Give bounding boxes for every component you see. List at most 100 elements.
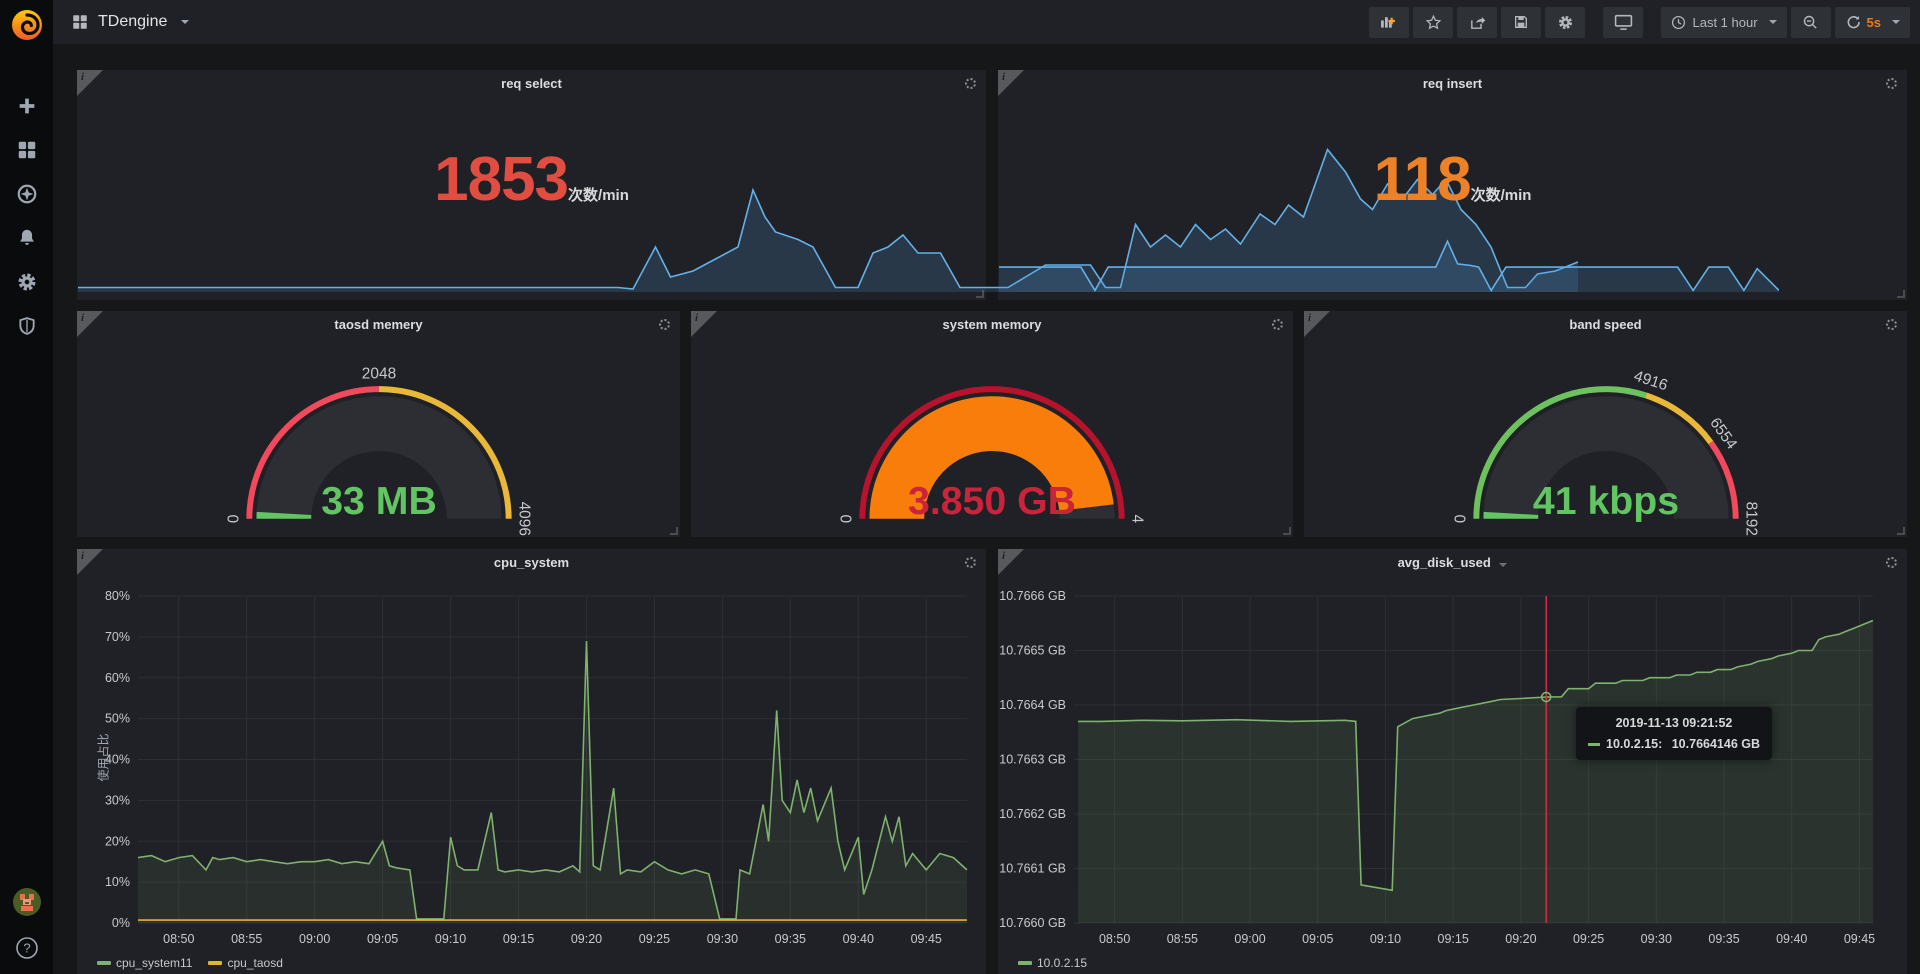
panel-info-corner[interactable]: i <box>1304 311 1330 337</box>
chevron-down-icon <box>1769 20 1777 24</box>
tooltip-series-name: 10.0.2.15: <box>1606 737 1662 751</box>
chevron-down-icon <box>181 20 189 24</box>
dashboards-icon <box>16 139 38 161</box>
gauge-chart[interactable]: 043.850 GB <box>837 357 1147 539</box>
legend-item[interactable]: cpu_taosd <box>208 956 282 970</box>
loading-spinner-icon <box>1272 319 1283 330</box>
dashboard-title: TDengine <box>98 13 167 31</box>
zoom-out-icon <box>1802 14 1819 31</box>
help-icon: ? <box>15 936 39 960</box>
gauge-chart[interactable]: 02048409633 MB <box>224 357 534 539</box>
svg-text:0: 0 <box>1452 514 1469 523</box>
compass-icon <box>16 183 38 205</box>
refresh-icon <box>1845 14 1861 30</box>
panel-resize-handle[interactable] <box>670 527 678 535</box>
panel-info-corner[interactable]: i <box>77 70 103 96</box>
panel-resize-handle[interactable] <box>1283 527 1291 535</box>
svg-text:09:40: 09:40 <box>1776 932 1807 946</box>
svg-text:09:30: 09:30 <box>1641 932 1672 946</box>
avatar-icon <box>12 887 42 917</box>
svg-text:09:10: 09:10 <box>1370 932 1401 946</box>
svg-text:09:30: 09:30 <box>707 932 738 946</box>
panel-resize-handle[interactable] <box>1897 290 1905 298</box>
panel-info-corner[interactable]: i <box>77 549 103 575</box>
panel-title[interactable]: avg_disk_used <box>998 555 1907 570</box>
refresh-interval-label: 5s <box>1867 15 1881 30</box>
panel-menu-caret-icon[interactable] <box>1499 563 1507 567</box>
panel-title[interactable]: system memory <box>691 317 1293 332</box>
svg-text:0: 0 <box>839 514 856 523</box>
svg-text:08:50: 08:50 <box>163 932 194 946</box>
panel-band-speed: i band speed 049166554819241 kbps <box>1304 311 1907 537</box>
panel-title-text: avg_disk_used <box>1398 555 1491 570</box>
user-avatar[interactable] <box>0 890 53 914</box>
svg-text:2048: 2048 <box>361 365 395 382</box>
dashboard-settings-button[interactable] <box>1545 7 1585 38</box>
svg-text:10.7663 GB: 10.7663 GB <box>999 753 1066 767</box>
svg-text:09:10: 09:10 <box>435 932 466 946</box>
panel-info-corner[interactable]: i <box>691 311 717 337</box>
panel-title[interactable]: taosd memery <box>77 317 680 332</box>
svg-text:08:55: 08:55 <box>1167 932 1198 946</box>
legend-series-label: cpu_taosd <box>227 956 282 970</box>
stat-unit: 次数/min <box>1471 187 1532 204</box>
add-panel-icon <box>1379 14 1399 30</box>
legend-series-dash <box>208 961 222 965</box>
sidebar-item-server-admin[interactable] <box>0 314 53 338</box>
timeseries-chart[interactable]: 10.7660 GB10.7661 GB10.7662 GB10.7663 GB… <box>998 549 1907 974</box>
svg-text:09:20: 09:20 <box>571 932 602 946</box>
save-dashboard-button[interactable] <box>1501 7 1541 38</box>
panel-title[interactable]: req select <box>77 76 986 91</box>
svg-text:09:15: 09:15 <box>1438 932 1469 946</box>
sparkline-chart[interactable] <box>999 214 1779 292</box>
add-panel-button[interactable] <box>1369 7 1409 38</box>
panel-info-corner[interactable]: i <box>998 549 1024 575</box>
sidebar-item-configuration[interactable] <box>0 270 53 294</box>
svg-text:10%: 10% <box>105 875 130 889</box>
share-dashboard-button[interactable] <box>1457 7 1497 38</box>
gauge-chart[interactable]: 049166554819241 kbps <box>1451 357 1761 539</box>
svg-text:10.7662 GB: 10.7662 GB <box>999 807 1066 821</box>
stat-unit: 次数/min <box>568 187 629 204</box>
sidebar-item-dashboards[interactable] <box>0 138 53 162</box>
legend-item[interactable]: 10.0.2.15 <box>1018 956 1087 970</box>
panel-req-insert: i req insert 118次数/min <box>998 70 1907 300</box>
panel-resize-handle[interactable] <box>1897 527 1905 535</box>
panel-system-memory: i system memory 043.850 GB <box>691 311 1293 537</box>
svg-text:09:00: 09:00 <box>299 932 330 946</box>
sidebar: ? <box>0 0 53 974</box>
panel-info-corner[interactable]: i <box>998 70 1024 96</box>
zoom-out-time-button[interactable] <box>1791 7 1831 38</box>
sidebar-item-create[interactable] <box>0 94 53 118</box>
panel-info-corner[interactable]: i <box>77 311 103 337</box>
chart-legend: cpu_system11 cpu_taosd <box>97 956 283 970</box>
panel-title[interactable]: band speed <box>1304 317 1907 332</box>
legend-series-label: 10.0.2.15 <box>1037 956 1087 970</box>
cycle-view-mode-button[interactable] <box>1603 7 1643 38</box>
legend-series-label: cpu_system11 <box>116 956 192 970</box>
svg-text:09:35: 09:35 <box>775 932 806 946</box>
svg-text:09:25: 09:25 <box>639 932 670 946</box>
panel-title[interactable]: req insert <box>998 76 1907 91</box>
grafana-logo[interactable] <box>0 0 53 50</box>
dashboard-picker[interactable]: TDengine <box>71 13 189 31</box>
svg-text:09:15: 09:15 <box>503 932 534 946</box>
time-range-label: Last 1 hour <box>1692 15 1757 30</box>
loading-spinner-icon <box>659 319 670 330</box>
tooltip-series-dash <box>1588 743 1600 746</box>
help-button[interactable]: ? <box>0 936 53 960</box>
sidebar-item-explore[interactable] <box>0 182 53 206</box>
time-range-picker[interactable]: Last 1 hour <box>1661 7 1786 38</box>
timeseries-chart[interactable]: 0%10%20%30%40%50%60%70%80%08:5008:5509:0… <box>77 549 986 974</box>
panel-title[interactable]: cpu_system <box>77 555 986 570</box>
plus-icon <box>16 95 38 117</box>
star-dashboard-button[interactable] <box>1413 7 1453 38</box>
navbar: TDengine <box>53 0 1920 44</box>
sidebar-item-alerting[interactable] <box>0 226 53 250</box>
loading-spinner-icon <box>1886 557 1897 568</box>
star-icon <box>1425 14 1442 31</box>
refresh-picker[interactable]: 5s <box>1835 7 1910 38</box>
legend-item[interactable]: cpu_system11 <box>97 956 192 970</box>
svg-text:09:25: 09:25 <box>1573 932 1604 946</box>
svg-text:09:35: 09:35 <box>1708 932 1739 946</box>
